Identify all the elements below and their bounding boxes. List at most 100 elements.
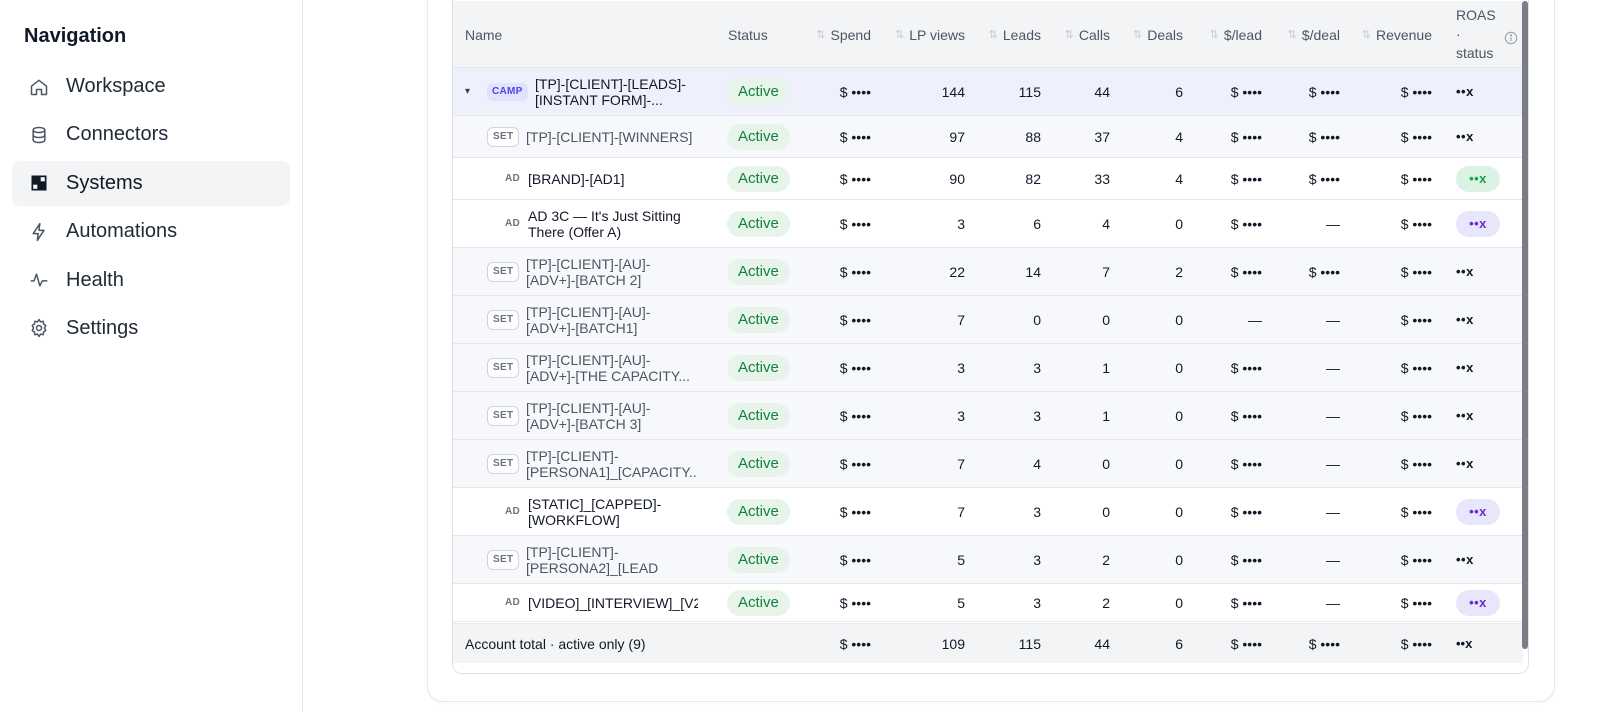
table-row[interactable]: SET [TP]-[CLIENT]-[AU]-[ADV+]-[BATCH 2] Ac… xyxy=(453,248,1523,296)
cell-per-deal: $ •••• xyxy=(1308,170,1340,187)
row-name[interactable]: AD 3C — It's Just Sitting There (Offer A… xyxy=(528,207,681,240)
cell-spend: $ •••• xyxy=(839,503,871,520)
col-per-lead[interactable]: ⇅ $/lead xyxy=(1185,1,1262,68)
roas-badge: ••x xyxy=(1456,210,1500,237)
sidebar-item-label: Health xyxy=(66,268,124,291)
col-deals-label: Deals xyxy=(1147,26,1183,43)
ad-badge: AD xyxy=(505,596,521,608)
cell-spend: $ •••• xyxy=(839,83,871,100)
col-deals[interactable]: ⇅ Deals xyxy=(1113,1,1183,68)
row-name[interactable]: [BRAND]-[AD1] xyxy=(528,170,625,187)
col-name-label: Name xyxy=(465,26,503,43)
table-row[interactable]: AD AD 3C — It's Just Sitting There (Offer… xyxy=(453,200,1523,248)
col-name[interactable]: Name xyxy=(465,1,502,68)
table-row[interactable]: SET [TP]-[CLIENT]-[AU]-[ADV+]-[THE CAPACI… xyxy=(453,344,1523,392)
row-name[interactable]: [TP]-[CLIENT]-[LEADS]-[INSTANT FORM]-... xyxy=(535,75,686,108)
sidebar-item-label: Workspace xyxy=(66,75,166,97)
status-badge: Active xyxy=(727,354,790,381)
table-row[interactable]: SET [TP]-[CLIENT]-[WINNERS] Active $ •••• 97… xyxy=(453,116,1523,158)
cell-per-deal: — xyxy=(1326,359,1340,376)
set-badge: SET xyxy=(487,357,520,378)
name-cell: SET [TP]-[CLIENT]-[AU]-[ADV+]-[BATCH 3] xyxy=(465,392,715,439)
row-name[interactable]: [VIDEO]_[INTERVIEW]_[V2] xyxy=(528,594,698,611)
cell-spend: $ •••• xyxy=(839,170,871,187)
ad-badge: AD xyxy=(505,172,521,184)
cell-lp-views: 7 xyxy=(957,311,965,328)
nav-list: Workspace Connectors Systems Automations… xyxy=(12,64,290,354)
cell-spend: $ •••• xyxy=(839,551,871,568)
table-row[interactable]: ▾ CAMP [TP]-[CLIENT]-[LEADS]-[INSTANT FORM… xyxy=(453,68,1523,116)
row-name[interactable]: [TP]-[CLIENT]-[WINNERS] xyxy=(526,128,693,145)
col-calls[interactable]: ⇅ Calls xyxy=(1043,1,1110,68)
row-name[interactable]: [TP]-[CLIENT]-[AU]-[ADV+]-[BATCH 2] xyxy=(526,255,651,288)
table-row[interactable]: SET [TP]-[CLIENT]-[AU]-[ADV+]-[BATCH1] Act… xyxy=(453,296,1523,344)
row-name[interactable]: [TP]-[CLIENT]-[AU]-[ADV+]-[BATCH1] xyxy=(526,303,651,336)
row-name[interactable]: [TP]-[CLIENT]-[AU]-[ADV+]-[BATCH 3] xyxy=(526,399,651,432)
cell-per-deal: — xyxy=(1326,407,1340,424)
row-name[interactable]: [TP]-[CLIENT]-[PERSONA1]_[CAPACITY... xyxy=(526,447,696,480)
col-spend[interactable]: ⇅ Spend xyxy=(793,1,871,68)
cell-calls: 1 xyxy=(1102,407,1110,424)
col-leads[interactable]: ⇅ Leads xyxy=(967,1,1041,68)
info-icon[interactable] xyxy=(1504,31,1518,45)
table-row[interactable]: SET [TP]-[CLIENT]-[AU]-[ADV+]-[BATCH 3] Ac… xyxy=(453,392,1523,440)
col-status[interactable]: Status xyxy=(728,1,768,68)
cell-calls: 37 xyxy=(1094,128,1110,145)
cell-revenue: $ •••• xyxy=(1400,170,1432,187)
cell-per-deal: — xyxy=(1326,594,1340,611)
sidebar-item-settings[interactable]: Settings xyxy=(12,306,290,351)
cell-deals: 4 xyxy=(1175,170,1183,187)
vertical-scrollbar[interactable] xyxy=(1522,1,1528,649)
footer-lp-views: 109 xyxy=(941,635,965,652)
cell-spend: $ •••• xyxy=(839,359,871,376)
col-lp-views[interactable]: ⇅ LP views xyxy=(873,1,965,68)
col-per-lead-label: $/lead xyxy=(1223,26,1262,43)
chevron-down-icon[interactable]: ▾ xyxy=(465,86,471,97)
col-revenue[interactable]: ⇅ Revenue xyxy=(1342,1,1432,68)
col-per-deal[interactable]: ⇅ $/deal xyxy=(1264,1,1340,68)
sidebar-item-automations[interactable]: Automations xyxy=(12,209,290,254)
roas-badge: ••x xyxy=(1456,84,1474,99)
sidebar-item-systems[interactable]: Systems xyxy=(12,160,290,206)
table-row[interactable]: AD [BRAND]-[AD1] Active $ •••• 90 82 33 4 $ ••••… xyxy=(453,158,1523,200)
ad-badge: AD xyxy=(505,505,521,517)
row-name[interactable]: [TP]-[CLIENT]-[PERSONA2]_[LEAD RICH... xyxy=(526,543,659,576)
sort-icon: ⇅ xyxy=(988,29,998,41)
col-lp-views-label: LP views xyxy=(909,26,965,43)
sidebar-item-workspace[interactable]: Workspace xyxy=(12,64,290,109)
cell-per-deal: — xyxy=(1326,215,1340,232)
cell-deals: 4 xyxy=(1175,128,1183,145)
table-row[interactable]: SET [TP]-[CLIENT]-[PERSONA2]_[LEAD RICH..… xyxy=(453,536,1523,584)
col-roas[interactable]: ROAS · status xyxy=(1456,1,1518,68)
row-name[interactable]: [TP]-[CLIENT]-[AU]-[ADV+]-[THE CAPACITY.… xyxy=(526,351,691,384)
cell-lp-views: 97 xyxy=(949,128,965,145)
sidebar-item-label: Settings xyxy=(66,316,139,339)
footer-spend: $ •••• xyxy=(839,635,871,652)
cell-per-lead: $ •••• xyxy=(1230,215,1262,232)
cell-per-lead: $ •••• xyxy=(1230,83,1262,100)
cell-lp-views: 7 xyxy=(957,455,965,472)
col-per-deal-label: $/deal xyxy=(1301,26,1340,43)
cell-per-lead: $ •••• xyxy=(1230,455,1262,472)
pulse-icon xyxy=(28,269,50,291)
cell-per-lead: $ •••• xyxy=(1230,128,1262,145)
table-row[interactable]: SET [TP]-[CLIENT]-[PERSONA1]_[CAPACITY...… xyxy=(453,440,1523,488)
cell-per-deal: $ •••• xyxy=(1308,83,1340,100)
sidebar-item-health[interactable]: Health xyxy=(12,258,290,303)
set-badge: SET xyxy=(487,453,520,474)
cell-lp-views: 5 xyxy=(957,551,965,568)
name-cell: AD [STATIC]_[CAPPED]-[WORKFLOW] xyxy=(465,488,715,535)
roas-badge: ••x xyxy=(1456,129,1474,144)
col-roas-label-1: ROAS xyxy=(1456,7,1496,23)
roas-badge: ••x xyxy=(1456,456,1474,471)
cell-lp-views: 7 xyxy=(957,503,965,520)
cell-lp-views: 3 xyxy=(957,359,965,376)
footer-per-lead: $ •••• xyxy=(1230,635,1262,652)
cell-revenue: $ •••• xyxy=(1400,128,1432,145)
footer-revenue: $ •••• xyxy=(1400,635,1432,652)
col-status-label: Status xyxy=(728,26,768,43)
table-row[interactable]: AD [VIDEO]_[INTERVIEW]_[V2] Active $ •••• 5 3… xyxy=(453,584,1523,622)
row-name[interactable]: [STATIC]_[CAPPED]-[WORKFLOW] xyxy=(528,495,662,528)
table-row[interactable]: AD [STATIC]_[CAPPED]-[WORKFLOW] Active $ ••… xyxy=(453,488,1523,536)
sidebar-item-connectors[interactable]: Connectors xyxy=(12,112,290,157)
